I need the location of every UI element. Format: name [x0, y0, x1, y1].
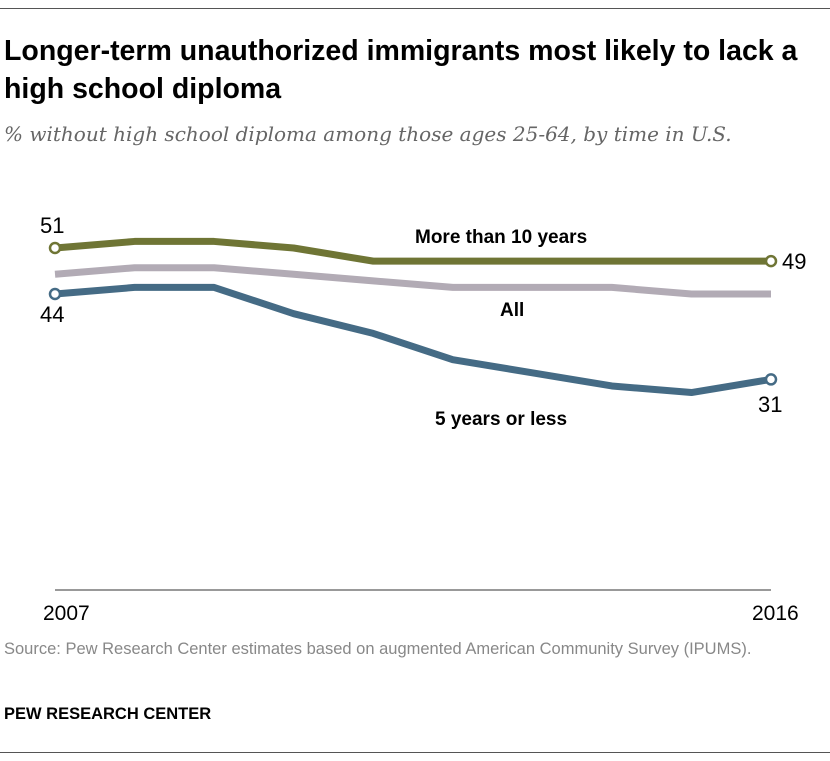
- source-note: Source: Pew Research Center estimates ba…: [4, 640, 752, 658]
- series-line-more-than-10-years: [54, 237, 771, 265]
- data-point-more-than-10-years-2016: [764, 254, 778, 268]
- data-label-start-5-years: 44: [40, 302, 64, 327]
- data-point-5-years-or-less-2007: [48, 287, 62, 301]
- chart-title: Longer-term unauthorized immigrants most…: [4, 35, 798, 105]
- brand-label: PEW RESEARCH CENTER: [4, 705, 212, 723]
- x-tick-label-2007: 2007: [43, 602, 90, 625]
- line-chart: 2007 2016 More than 10 years All 5 years…: [40, 213, 806, 625]
- chart-subtitle: % without high school diploma among thos…: [4, 122, 732, 146]
- data-label-end-more-than-10: 49: [782, 249, 806, 274]
- series-label-more-than-10-years: More than 10 years: [415, 227, 587, 248]
- data-label-end-5-years: 31: [758, 392, 782, 417]
- data-label-start-more-than-10: 51: [40, 213, 64, 238]
- top-rule: [0, 8, 830, 9]
- series-label-all: All: [500, 300, 524, 321]
- series-line-5-years-or-less: [54, 283, 772, 397]
- series-label-5-years-or-less: 5 years or less: [435, 409, 567, 430]
- series-line-all: [54, 264, 771, 298]
- data-point-5-years-or-less-2016: [764, 373, 778, 386]
- bottom-rule: [0, 752, 830, 753]
- data-point-more-than-10-years-2007: [48, 241, 62, 255]
- x-tick-label-2016: 2016: [752, 602, 799, 625]
